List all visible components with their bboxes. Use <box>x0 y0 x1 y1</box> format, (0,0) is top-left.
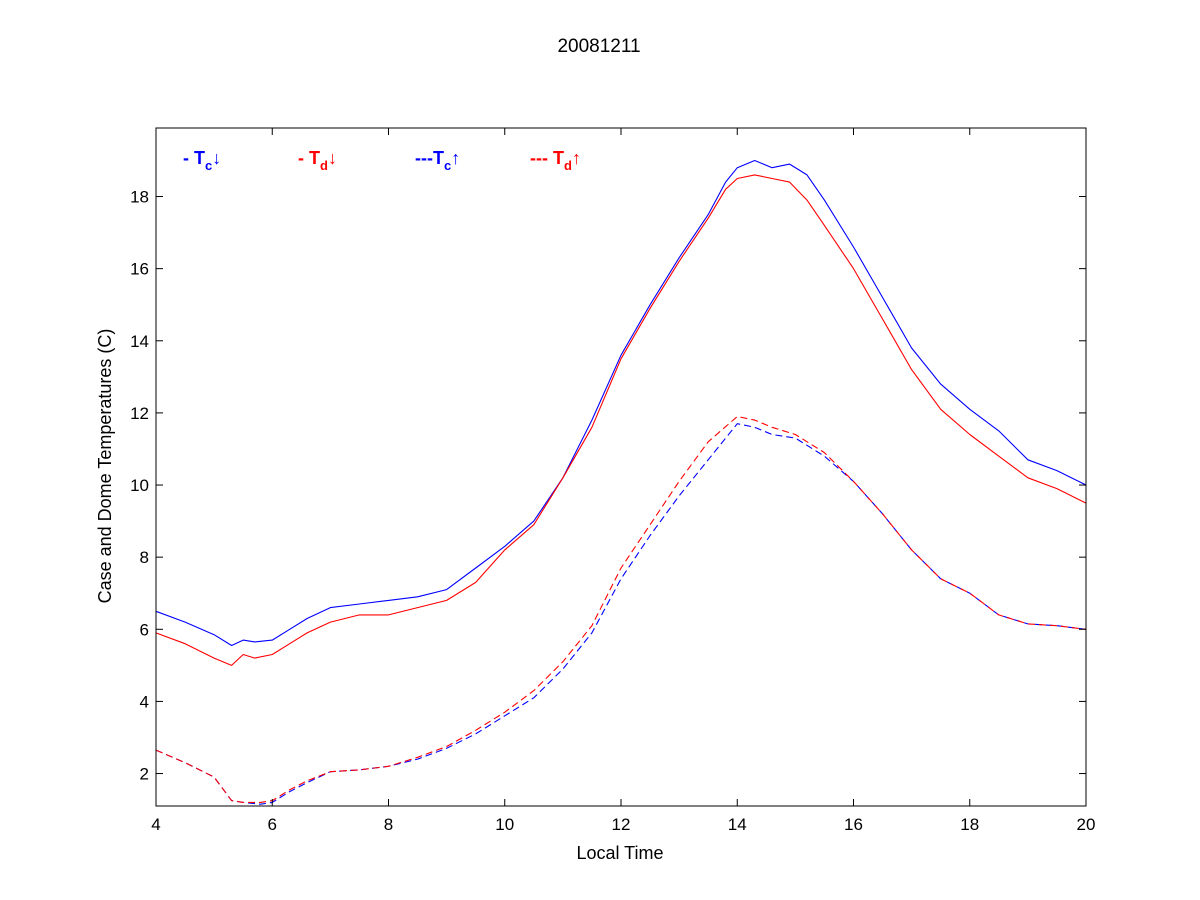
y-tick-label: 18 <box>130 188 149 207</box>
legend: - Tc↓ - Td↓ ---Tc↑ --- Td↑ <box>183 148 581 173</box>
axes: 4 6 8 10 12 14 16 18 20 2 4 6 8 10 12 14 16 18 <box>130 127 1096 834</box>
y-axis-label: Case and Dome Temperatures (C) <box>95 329 115 604</box>
legend-entry-3: ---Tc↑ <box>415 148 460 173</box>
chart-title: 20081211 <box>557 36 640 57</box>
y-tick-label: 6 <box>140 620 149 639</box>
y-tick-label: 16 <box>130 260 149 279</box>
legend-entry-2: - Td↓ <box>298 148 337 173</box>
y-tick-label: 2 <box>140 765 149 784</box>
series-line-2 <box>155 174 1087 666</box>
x-tick-label: 18 <box>960 815 979 834</box>
y-tick-label: 14 <box>130 332 149 351</box>
series-line-1 <box>155 159 1087 647</box>
x-tick-label: 12 <box>612 815 631 834</box>
legend-entry-4: --- Td↑ <box>530 148 581 173</box>
x-tick-label: 16 <box>844 815 863 834</box>
y-tick-label: 8 <box>140 548 149 567</box>
x-tick-label: 14 <box>728 815 747 834</box>
x-tick-label: 10 <box>495 815 514 834</box>
x-tick-label: 8 <box>384 815 393 834</box>
x-tick-label: 6 <box>268 815 277 834</box>
x-axis-label: Local Time <box>576 843 663 863</box>
y-tick-label: 4 <box>140 692 149 711</box>
x-tick-label: 4 <box>151 815 160 834</box>
y-tick-label: 12 <box>130 404 149 423</box>
y-tick-label: 10 <box>130 476 149 495</box>
legend-entry-1: - Tc↓ <box>183 148 221 173</box>
x-tick-label: 20 <box>1077 815 1096 834</box>
